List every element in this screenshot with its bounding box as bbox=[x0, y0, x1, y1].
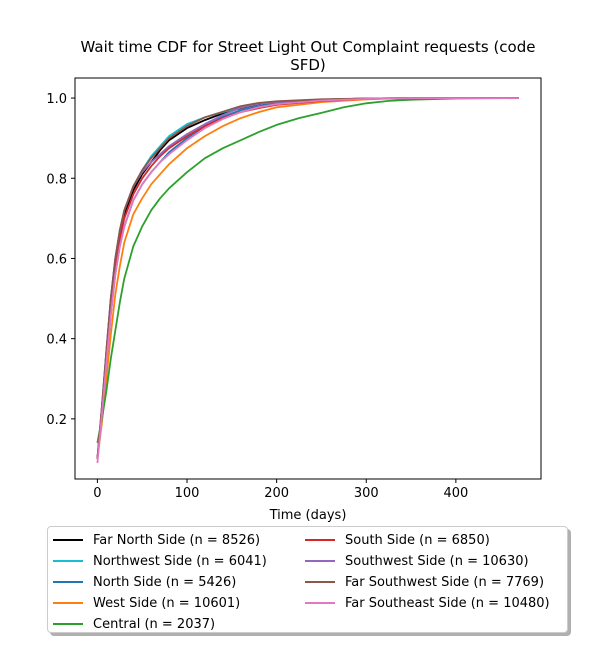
legend-swatch bbox=[305, 560, 335, 562]
legend-item-6: Southwest Side (n = 10630) bbox=[305, 551, 529, 571]
y-axis: 0.2 0.4 0.6 0.8 1.0 bbox=[46, 92, 75, 428]
legend-label: West Side (n = 10601) bbox=[93, 595, 241, 611]
legend-label: Far Southwest Side (n = 7769) bbox=[345, 574, 545, 590]
y-tick-label-3: 0.8 bbox=[46, 172, 67, 187]
series-line-4 bbox=[96, 97, 519, 444]
y-tick-label-4: 1.0 bbox=[46, 92, 67, 107]
legend-swatch bbox=[305, 602, 335, 604]
series-line-6 bbox=[96, 97, 519, 459]
legend-label: Southwest Side (n = 10630) bbox=[345, 553, 529, 569]
chart-title-line-1: Wait time CDF for Street Light Out Compl… bbox=[81, 38, 536, 56]
series-line-8 bbox=[96, 97, 519, 464]
legend: Far North Side (n = 8526) Northwest Side … bbox=[47, 526, 568, 633]
y-tick-label-0: 0.2 bbox=[46, 413, 67, 428]
chart-title-line-2: SFD) bbox=[290, 56, 326, 74]
legend-swatch bbox=[53, 602, 83, 604]
y-tick-label-2: 0.6 bbox=[46, 252, 67, 267]
x-tick-label-2: 200 bbox=[264, 486, 289, 501]
legend-swatch bbox=[53, 539, 83, 541]
plot-lines bbox=[96, 97, 519, 464]
legend-swatch bbox=[53, 560, 83, 562]
legend-item-1: Northwest Side (n = 6041) bbox=[53, 551, 267, 571]
legend-item-0: Far North Side (n = 8526) bbox=[53, 530, 260, 550]
legend-item-4: Central (n = 2037) bbox=[53, 614, 215, 634]
y-tick-label-1: 0.4 bbox=[46, 333, 67, 348]
x-tick-label-4: 400 bbox=[443, 486, 468, 501]
legend-label: Far Southeast Side (n = 10480) bbox=[345, 595, 550, 611]
legend-label: Northwest Side (n = 6041) bbox=[93, 553, 267, 569]
legend-item-5: South Side (n = 6850) bbox=[305, 530, 490, 550]
legend-label: North Side (n = 5426) bbox=[93, 574, 237, 590]
legend-item-3: West Side (n = 10601) bbox=[53, 593, 240, 613]
series-line-3 bbox=[96, 97, 519, 460]
series-line-0 bbox=[96, 97, 519, 459]
legend-item-2: North Side (n = 5426) bbox=[53, 572, 236, 592]
legend-label: Central (n = 2037) bbox=[93, 616, 216, 632]
x-tick-label-0: 0 bbox=[93, 486, 101, 501]
legend-item-7: Far Southwest Side (n = 7769) bbox=[305, 572, 544, 592]
x-axis-label: Time (days) bbox=[269, 508, 347, 523]
legend-label: Far North Side (n = 8526) bbox=[93, 532, 261, 548]
series-line-2 bbox=[96, 97, 519, 459]
legend-swatch bbox=[305, 581, 335, 583]
series-line-5 bbox=[96, 97, 519, 459]
plot-frame bbox=[74, 77, 542, 480]
series-line-1 bbox=[96, 97, 519, 459]
legend-swatch bbox=[53, 623, 83, 625]
series-line-7 bbox=[96, 97, 519, 459]
legend-swatch bbox=[53, 581, 83, 583]
legend-swatch bbox=[305, 539, 335, 541]
x-axis: 0 100 200 300 400 bbox=[93, 479, 468, 501]
x-tick-label-1: 100 bbox=[175, 486, 200, 501]
x-tick-label-3: 300 bbox=[354, 486, 379, 501]
legend-item-8: Far Southeast Side (n = 10480) bbox=[305, 593, 550, 613]
legend-label: South Side (n = 6850) bbox=[345, 532, 490, 548]
